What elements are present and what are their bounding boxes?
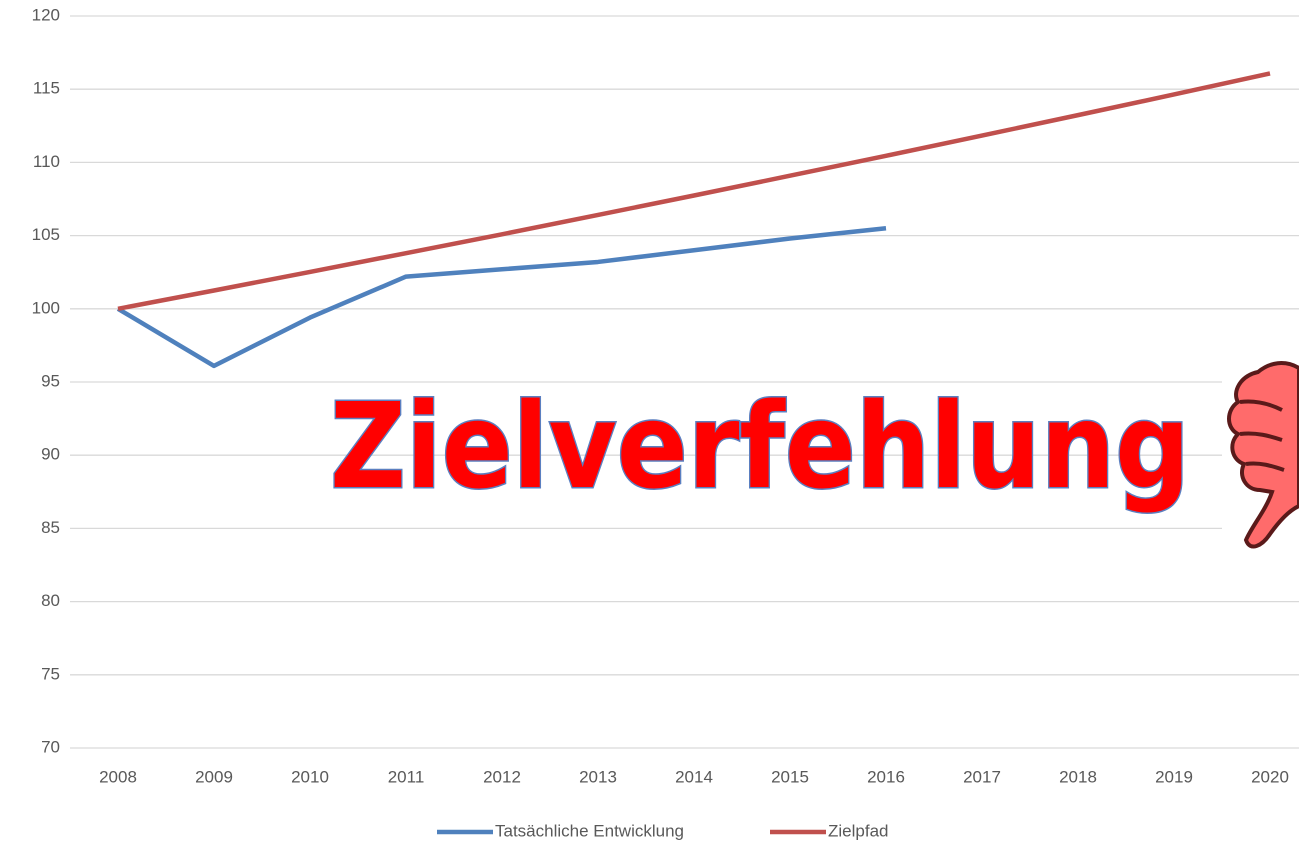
x-tick-label: 2011: [388, 767, 425, 786]
y-tick-label: 70: [41, 737, 60, 756]
x-tick-label: 2020: [1251, 767, 1289, 786]
thumbs-down-icon: [1227, 361, 1299, 549]
legend-label: Tatsächliche Entwicklung: [495, 821, 684, 840]
legend-label: Zielpfad: [828, 821, 888, 840]
x-tick-label: 2010: [291, 767, 329, 786]
y-tick-label: 120: [32, 5, 60, 24]
x-tick-label: 2008: [99, 767, 137, 786]
y-tick-label: 95: [41, 371, 60, 390]
x-tick-label: 2018: [1059, 767, 1097, 786]
annotation: Zielverfehlung: [330, 377, 1190, 515]
y-tick-label: 115: [33, 79, 60, 98]
data-line: [116, 226, 887, 369]
data-line: [117, 71, 1271, 312]
x-tick-label: 2013: [579, 767, 617, 786]
x-tick-label: 2012: [483, 767, 521, 786]
y-tick-label: 75: [41, 664, 60, 683]
x-tick-label: 2016: [867, 767, 905, 786]
x-tick-label: 2015: [771, 767, 809, 786]
y-tick-label: 110: [33, 152, 60, 171]
x-tick-label: 2009: [195, 767, 233, 786]
y-tick-label: 100: [32, 298, 60, 317]
y-tick-label: 80: [41, 591, 60, 610]
x-tick-label: 2017: [963, 767, 1001, 786]
y-tick-label: 85: [41, 518, 60, 537]
x-tick-label: 2014: [675, 767, 713, 786]
y-tick-label: 105: [32, 225, 60, 244]
x-tick-label: 2019: [1155, 767, 1193, 786]
y-tick-label: 90: [41, 445, 60, 464]
